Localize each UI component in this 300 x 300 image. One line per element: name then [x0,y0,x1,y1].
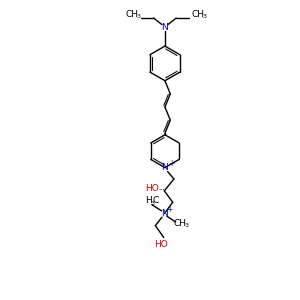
Text: HO: HO [154,240,168,249]
Text: 3: 3 [150,201,154,206]
Text: 3: 3 [184,223,188,228]
Text: 3: 3 [202,14,207,19]
Text: HO: HO [145,184,159,193]
Text: +: + [168,159,174,168]
Text: 3: 3 [137,14,141,19]
Text: CH: CH [126,10,139,19]
Text: +: + [167,205,173,214]
Text: ···: ··· [158,187,165,193]
Text: H: H [145,196,152,205]
Text: N: N [162,163,168,172]
Text: CH: CH [173,219,186,228]
Text: N: N [161,209,168,218]
Text: CH: CH [191,10,204,19]
Text: C: C [152,196,159,205]
Text: N: N [162,23,168,32]
